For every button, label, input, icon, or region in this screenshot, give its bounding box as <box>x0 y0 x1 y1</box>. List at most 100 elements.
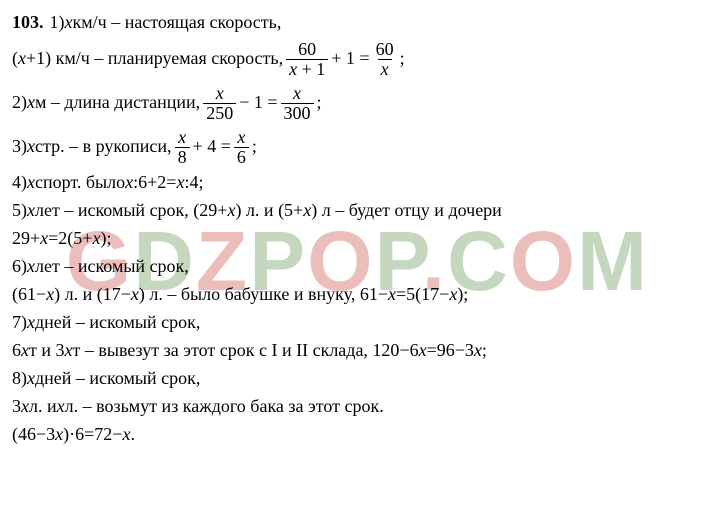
text: :6+2= <box>133 170 176 195</box>
var-x: x <box>122 422 130 447</box>
fraction: x 8 <box>175 128 190 167</box>
text: =96−3 <box>427 338 474 363</box>
var-x: x <box>65 10 73 35</box>
text: м – длина дистанции, <box>35 90 200 115</box>
line-10: 7) x дней – искомый срок, <box>12 310 703 336</box>
line-4: 3) x стр. – в рукописи, x 8 + 4 = x 6 ; <box>12 126 703 168</box>
text: ; <box>252 134 257 159</box>
text: л. и <box>29 394 57 419</box>
numerator: 60 <box>373 40 397 59</box>
var-x: x <box>27 90 35 115</box>
var-x: x <box>131 282 139 307</box>
var-x: x <box>57 394 65 419</box>
text: дней – искомый срок, <box>35 310 200 335</box>
text: 8) <box>12 366 27 391</box>
numerator: x <box>213 84 227 103</box>
var-x: x <box>27 366 35 391</box>
var-x: x <box>27 170 35 195</box>
var-x: x <box>388 282 396 307</box>
var-x: x <box>176 170 184 195</box>
var-x: x <box>65 338 73 363</box>
line-13: 3 x л. и x л. – возьмут из каждого бака … <box>12 394 703 420</box>
var-x: x <box>419 338 427 363</box>
line-2: ( x +1) км/ч – планируемая скорость, 60 … <box>12 38 703 80</box>
line-1: 103. 1) x км/ч – настоящая скорость, <box>12 10 703 36</box>
text: )·6=72− <box>63 422 122 447</box>
var-x: x <box>27 254 35 279</box>
numerator: 60 <box>295 40 319 59</box>
text: =5(17− <box>396 282 449 307</box>
text: 3 <box>12 394 21 419</box>
text: 4) <box>12 170 27 195</box>
denominator: x <box>378 59 392 79</box>
text: ) л. и (17− <box>54 282 131 307</box>
var-x: x <box>27 134 35 159</box>
text: лет – искомый срок, (29+ <box>35 198 227 223</box>
var-x: x <box>21 338 29 363</box>
line-5: 4) x спорт. было x :6+2= x :4; <box>12 170 703 196</box>
text: (46−3 <box>12 422 55 447</box>
numerator: x <box>290 84 304 103</box>
text: т – вывезут за этот срок с I и II склада… <box>73 338 419 363</box>
line-14: (46−3 x )·6=72− x . <box>12 422 703 448</box>
fraction: x 300 <box>281 84 314 123</box>
text: ) л. и (5+ <box>235 198 303 223</box>
var-x: x <box>27 310 35 335</box>
fraction: 60 x + 1 <box>286 40 328 79</box>
text: (61− <box>12 282 46 307</box>
var-x: x <box>227 198 235 223</box>
math-solution-content: 103. 1) x км/ч – настоящая скорость, ( x… <box>12 10 703 448</box>
var-x: x <box>92 226 100 251</box>
text: 3) <box>12 134 27 159</box>
var-x: x <box>18 46 26 71</box>
text: дней – искомый срок, <box>35 366 200 391</box>
line-12: 8) x дней – искомый срок, <box>12 366 703 392</box>
text: +1) км/ч – планируемая скорость, <box>26 46 283 71</box>
line-6: 5) x лет – искомый срок, (29+ x ) л. и (… <box>12 198 703 224</box>
text: 29+ <box>12 226 40 251</box>
var-x: x <box>449 282 457 307</box>
denominator: 8 <box>175 147 190 167</box>
var-x: x <box>46 282 54 307</box>
text: + 1 = <box>331 46 369 71</box>
text: ; <box>400 46 405 71</box>
text: . <box>130 422 135 447</box>
var-x: x <box>40 226 48 251</box>
line-9: (61− x ) л. и (17− x ) л. – было бабушке… <box>12 282 703 308</box>
text: 2) <box>12 90 27 115</box>
text: :4; <box>184 170 203 195</box>
var-x: x <box>55 422 63 447</box>
text: 7) <box>12 310 27 335</box>
var-x: x <box>303 198 311 223</box>
text: 6 <box>12 338 21 363</box>
text: ; <box>482 338 487 363</box>
fraction: x 6 <box>234 128 249 167</box>
var-x: x <box>125 170 133 195</box>
fraction: x 250 <box>203 84 236 123</box>
text: − 1 = <box>239 90 277 115</box>
line-11: 6 x т и 3 x т – вывезут за этот срок с I… <box>12 338 703 364</box>
text: т и 3 <box>29 338 65 363</box>
denominator: x + 1 <box>286 59 328 79</box>
text: + 4 = <box>193 134 231 159</box>
text: ; <box>317 90 322 115</box>
fraction: 60 x <box>373 40 397 79</box>
text: лет – искомый срок, <box>35 254 189 279</box>
text: ); <box>100 226 111 251</box>
text: =2(5+ <box>48 226 92 251</box>
text: спорт. было <box>35 170 125 195</box>
var-x: x <box>27 198 35 223</box>
numerator: x <box>175 128 189 147</box>
line-7: 29+ x =2(5+ x ); <box>12 226 703 252</box>
text: стр. – в рукописи, <box>35 134 172 159</box>
problem-number: 103. <box>12 10 44 35</box>
denominator: 300 <box>281 103 314 123</box>
var-x: x <box>474 338 482 363</box>
text: 6) <box>12 254 27 279</box>
text: 1) <box>50 10 65 35</box>
numerator: x <box>234 128 248 147</box>
text: 5) <box>12 198 27 223</box>
text: ) л – будет отцу и дочери <box>311 198 502 223</box>
line-8: 6) x лет – искомый срок, <box>12 254 703 280</box>
line-3: 2) x м – длина дистанции, x 250 − 1 = x … <box>12 82 703 124</box>
